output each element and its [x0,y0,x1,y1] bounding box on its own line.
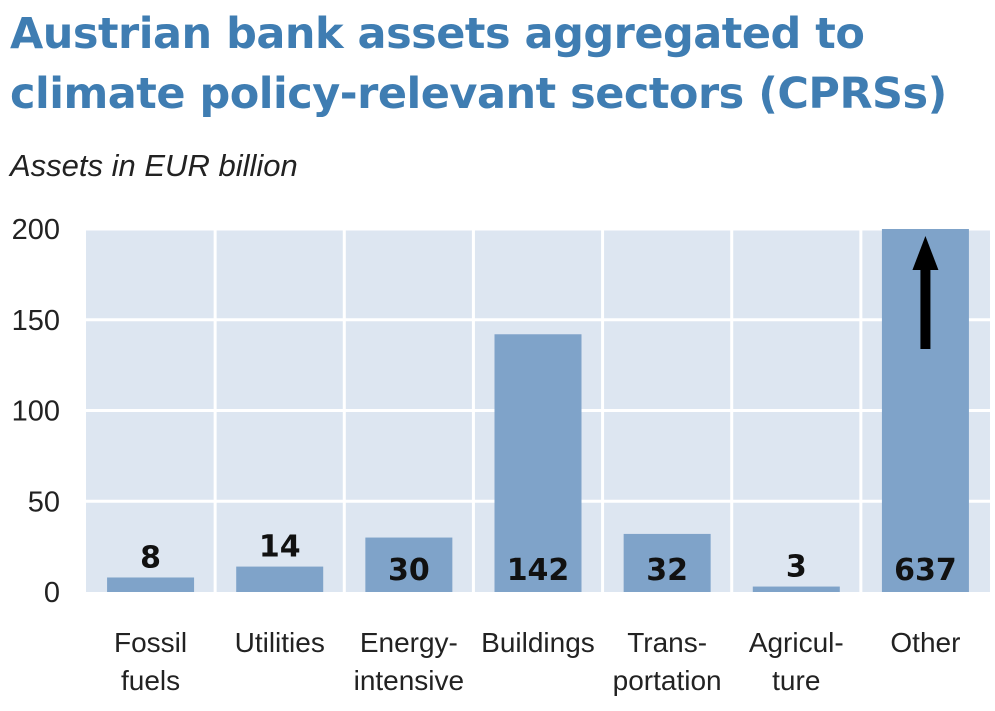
category-label: Other [890,627,960,658]
overflow-arrow-icon [912,236,939,270]
category-label: Buildings [481,627,595,658]
chart-subtitle: Assets in EUR billion [10,148,298,183]
category-label: Agricul- [749,627,844,658]
bar [623,533,711,592]
data-label: 32 [646,553,688,588]
category-label: Fossil [114,627,187,658]
bar [494,334,582,592]
category-label: portation [613,665,722,696]
y-tick-label: 0 [44,577,60,609]
category-label: Energy- [360,627,458,658]
category-label: fuels [121,665,180,696]
bar [752,586,840,592]
data-label: 3 [786,550,807,585]
category-label: Trans- [627,627,707,658]
y-tick-label: 200 [12,214,60,246]
data-label: 637 [894,553,957,588]
y-tick-label: 150 [12,305,60,337]
category-label: Utilities [235,627,325,658]
y-tick-label: 50 [28,486,60,518]
bar [107,577,195,592]
y-tick-label: 100 [12,396,60,428]
data-label: 14 [259,530,301,565]
bar [236,566,324,592]
bar [365,537,453,592]
data-label: 8 [140,540,161,575]
category-label: intensive [354,665,465,696]
category-label: ture [772,665,820,696]
data-label: 142 [507,553,570,588]
data-label: 30 [388,553,430,588]
chart-title: Austrian bank assets aggregated to clima… [10,9,947,119]
